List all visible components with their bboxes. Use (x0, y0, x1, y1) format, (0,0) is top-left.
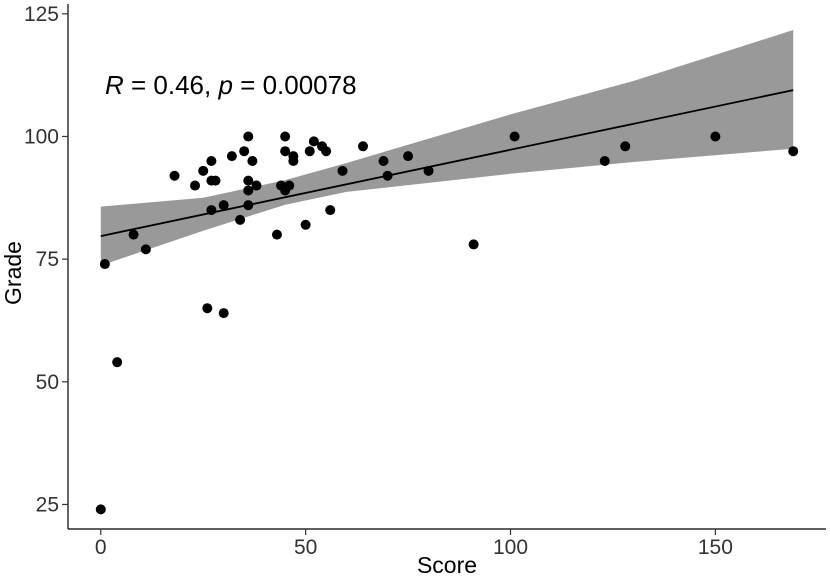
data-point (284, 180, 295, 191)
y-tick-label: 50 (36, 371, 59, 394)
data-point (509, 131, 520, 142)
data-point (358, 141, 369, 152)
data-point (218, 308, 229, 319)
data-point (271, 229, 282, 240)
data-point (169, 170, 180, 181)
x-tick-label: 100 (493, 536, 528, 559)
data-point (300, 219, 311, 230)
data-point (280, 131, 291, 142)
data-point (325, 205, 336, 216)
data-point (198, 165, 209, 176)
data-point (226, 151, 237, 162)
p-value: = 0.00078 (233, 70, 357, 100)
r-value: = 0.46, (124, 70, 219, 100)
data-point (243, 200, 254, 211)
data-point (308, 136, 319, 147)
data-point (620, 141, 631, 152)
data-point (95, 504, 106, 515)
data-point (247, 156, 258, 167)
data-point (206, 205, 217, 216)
y-axis-title: Grade (0, 241, 26, 305)
y-tick-label: 100 (24, 125, 59, 148)
data-point (243, 175, 254, 186)
regression-line (100, 89, 794, 237)
data-point (140, 244, 151, 255)
x-tick-label: 150 (698, 536, 733, 559)
data-point (788, 146, 799, 157)
x-tick-label: 50 (294, 536, 317, 559)
y-tick-label: 25 (36, 493, 59, 516)
data-point (423, 165, 434, 176)
data-point (210, 175, 221, 186)
data-point (190, 180, 201, 191)
data-point (337, 165, 348, 176)
data-point (468, 239, 479, 250)
data-point (218, 200, 229, 211)
confidence-band (100, 30, 794, 266)
data-point (288, 156, 299, 167)
data-point (382, 170, 393, 181)
x-tick-label: 0 (95, 536, 107, 559)
data-point (235, 214, 246, 225)
x-axis-title: Score (417, 552, 477, 578)
data-point (243, 185, 254, 196)
y-tick-label: 75 (36, 248, 59, 271)
correlation-annotation: R = 0.46, p = 0.00078 (105, 70, 357, 100)
data-point (599, 156, 610, 167)
data-point (251, 180, 262, 191)
data-point (378, 156, 389, 167)
data-point (202, 303, 213, 314)
r-symbol: R (105, 70, 124, 100)
data-point (304, 146, 315, 157)
data-point (128, 229, 139, 240)
data-point (243, 131, 254, 142)
data-point (321, 146, 332, 157)
p-symbol: p (217, 70, 232, 100)
data-point (99, 259, 110, 270)
y-tick-label: 125 (24, 3, 59, 26)
data-point (206, 156, 217, 167)
data-point (239, 146, 250, 157)
data-point (112, 357, 123, 368)
data-point (403, 151, 414, 162)
data-point (280, 146, 291, 157)
data-point (710, 131, 721, 142)
